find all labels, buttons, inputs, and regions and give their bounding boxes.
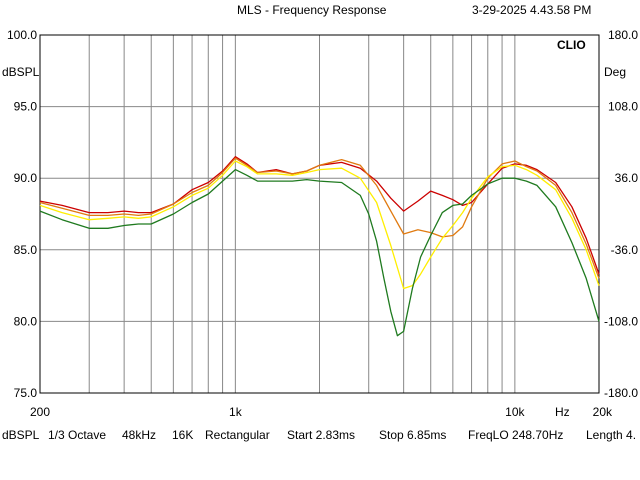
y-tick-label: 90.0 (14, 171, 38, 185)
footer-start: Start 2.83ms (287, 428, 356, 442)
y2-tick-label: 180.0 (608, 28, 638, 42)
chart-grid (40, 34, 599, 394)
x-tick-label: 1k (229, 405, 243, 419)
y2-axis-label: Deg (604, 65, 626, 79)
y-tick-label: 80.0 (14, 314, 38, 328)
y-tick-label: 85.0 (14, 243, 38, 257)
footer-stop: Stop 6.85ms (379, 428, 447, 442)
footer-sample-rate: 48kHz (122, 428, 157, 442)
x-unit-label: Hz (555, 405, 570, 419)
y2-tick-label: 36.0 (615, 171, 639, 185)
x-tick-label: 20k (593, 405, 613, 419)
y-tick-label: 75.0 (14, 386, 38, 400)
brand-label: CLIO (557, 38, 586, 52)
series-line-3 (39, 160, 600, 290)
footer-window: Rectangular (205, 428, 270, 442)
footer-freqlo: FreqLO 248.70Hz (468, 428, 564, 442)
x-tick-label: 10k (505, 405, 525, 419)
series-line-1 (39, 156, 600, 275)
footer-smoothing: 1/3 Octave (48, 428, 107, 442)
tick-labels: 100.0 95.0 90.0 85.0 80.0 75.0 180.0 108.0 36.0 -… (7, 28, 638, 419)
plot-frame (39, 34, 600, 394)
y-tick-label: 95.0 (14, 100, 38, 114)
y2-tick-label: -108.0 (604, 314, 638, 328)
y-tick-label: 100.0 (7, 28, 37, 42)
footer-length: Length 4. (586, 428, 637, 442)
series-line-4 (39, 168, 600, 337)
series-group (39, 156, 600, 337)
footer-size: 16K (172, 428, 194, 442)
x-tick-label: 200 (30, 405, 50, 419)
y-axis-label: dBSPL (2, 65, 40, 79)
timestamp: 3-29-2025 4.43.58 PM (472, 3, 592, 17)
series-line-2 (39, 157, 600, 279)
y2-tick-label: -36.0 (611, 243, 639, 257)
footer-unit: dBSPL (2, 428, 40, 442)
y2-tick-label: 108.0 (608, 100, 638, 114)
chart-title: MLS - Frequency Response (237, 3, 387, 17)
y2-tick-label: -180.0 (604, 386, 638, 400)
